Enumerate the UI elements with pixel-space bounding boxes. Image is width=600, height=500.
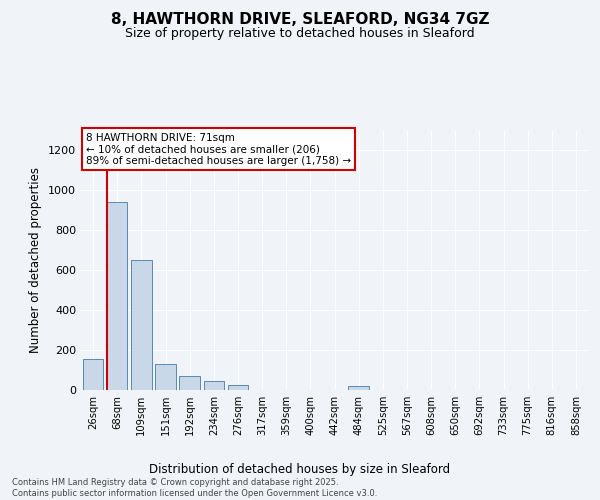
Bar [203, 381, 224, 390]
Bar [179, 376, 200, 390]
Bar [107, 202, 127, 390]
Bar [155, 364, 176, 390]
Text: Distribution of detached houses by size in Sleaford: Distribution of detached houses by size … [149, 462, 451, 475]
Bar [349, 386, 369, 390]
Text: 8 HAWTHORN DRIVE: 71sqm
← 10% of detached houses are smaller (206)
89% of semi-d: 8 HAWTHORN DRIVE: 71sqm ← 10% of detache… [86, 132, 351, 166]
Bar [227, 385, 248, 390]
Text: 8, HAWTHORN DRIVE, SLEAFORD, NG34 7GZ: 8, HAWTHORN DRIVE, SLEAFORD, NG34 7GZ [111, 12, 489, 28]
Text: Contains HM Land Registry data © Crown copyright and database right 2025.
Contai: Contains HM Land Registry data © Crown c… [12, 478, 377, 498]
Bar [83, 359, 103, 390]
Text: Size of property relative to detached houses in Sleaford: Size of property relative to detached ho… [125, 28, 475, 40]
Bar [131, 260, 152, 390]
Y-axis label: Number of detached properties: Number of detached properties [29, 167, 43, 353]
